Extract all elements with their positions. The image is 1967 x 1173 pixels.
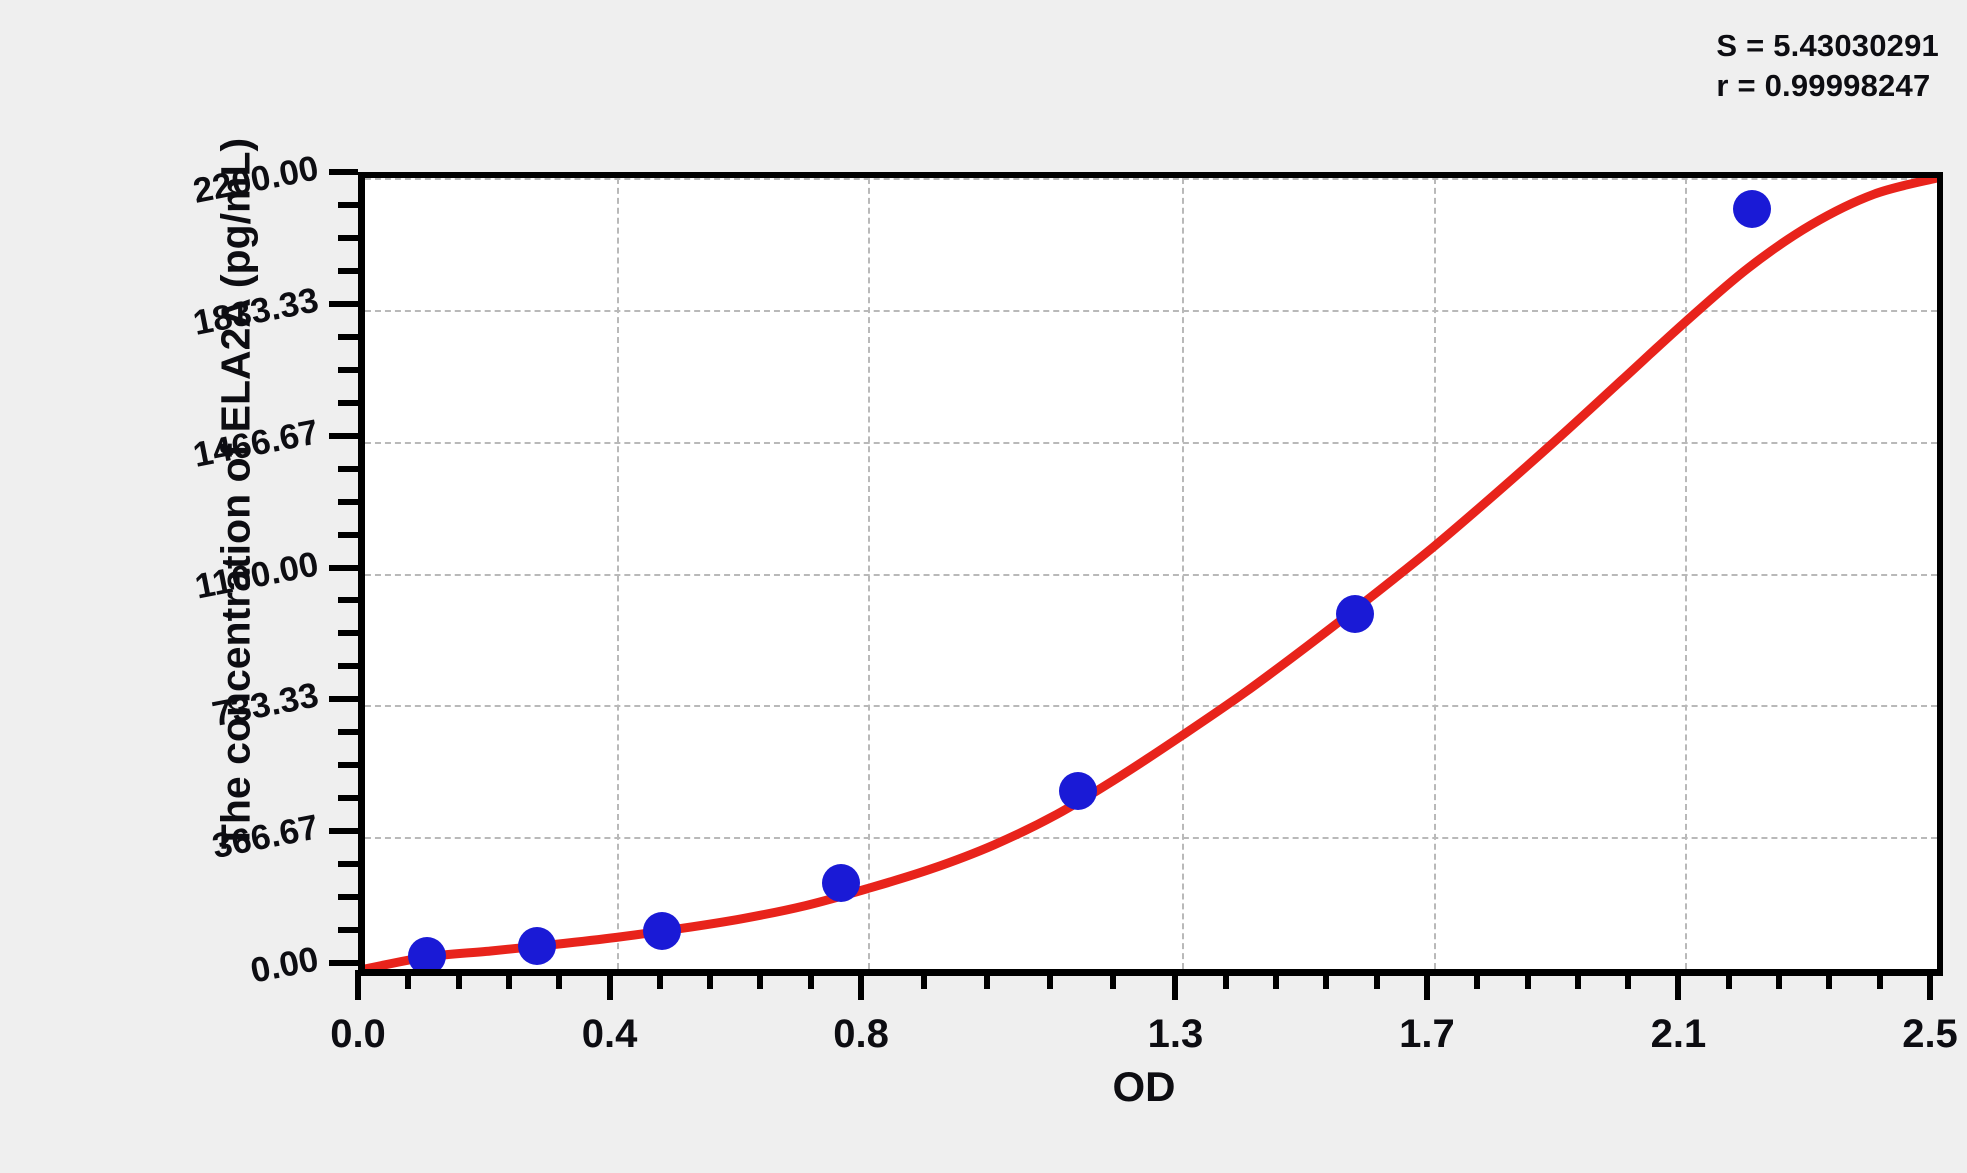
x-tick-major [1423,970,1430,1000]
y-tick-minor [338,795,358,802]
y-tick-major [329,300,358,307]
data-point-marker[interactable] [408,937,447,969]
y-tick-minor [338,498,358,505]
y-tick-label: 2200.00 [189,148,322,211]
x-tick-label: 2.1 [1650,1012,1707,1056]
data-point-marker[interactable] [822,864,860,903]
x-tick-minor [1776,970,1783,989]
data-point-marker[interactable] [1732,190,1771,229]
y-tick-minor [338,729,358,736]
x-tick-minor [405,970,412,989]
y-tick-major [329,828,358,835]
x-tick-minor [707,970,714,989]
x-tick-minor [983,970,990,989]
data-point-marker[interactable] [517,926,556,965]
y-tick-minor [338,663,358,670]
x-tick-label: 2.5 [1902,1012,1958,1056]
x-tick-major [606,970,613,1000]
y-tick-minor [338,366,358,373]
x-tick-label: 0.4 [581,1012,638,1056]
y-tick-minor [338,234,358,241]
x-tick-minor [556,970,563,989]
x-tick-label: 0.0 [330,1012,386,1056]
x-tick-minor [455,970,462,989]
x-tick-minor [1109,970,1116,989]
y-tick-minor [338,267,358,274]
fit-r-value: r = 0.99998247 [1716,68,1931,104]
x-tick-minor [1725,970,1732,989]
y-tick-label: 1833.33 [189,280,322,343]
x-axis-ticks: 0.0 0.4 0.8 1.3 1.7 2.1 2.5 [330,970,1958,1056]
x-tick-major [1927,970,1933,1000]
x-tick-minor [1625,970,1632,989]
x-tick-major [355,970,361,1000]
x-tick-label: 1.7 [1399,1012,1455,1056]
x-tick-minor [1373,970,1380,989]
y-tick-minor [338,465,358,472]
x-tick-major [858,970,865,1000]
y-tick-major [329,432,358,439]
x-tick-minor [1876,970,1883,989]
y-tick-minor [338,597,358,604]
x-tick-minor [1323,970,1330,989]
fit-curve-line [365,178,1937,969]
x-tick-label: 0.8 [833,1012,889,1056]
standard-curve [365,178,1937,969]
x-tick-minor [1273,970,1280,989]
y-tick-minor [338,894,358,901]
fit-s-value: S = 5.43030291 [1716,28,1939,63]
x-tick-minor [505,970,512,989]
y-tick-minor [338,333,358,340]
x-tick-minor [1222,970,1229,989]
y-tick-minor [338,861,358,868]
x-tick-major [1675,970,1682,1000]
y-tick-minor [338,762,358,769]
y-axis-ticks: 0.00 366.67 733.33 1100.00 1466.67 1833.33 220… [190,148,359,991]
y-tick-major [329,564,358,571]
x-tick-minor [757,970,764,989]
y-tick-label: 0.00 [247,939,322,991]
data-point-marker[interactable] [642,911,681,950]
y-tick-minor [338,201,358,208]
x-tick-minor [1474,970,1481,989]
y-tick-major [329,960,358,966]
y-tick-label: 733.33 [209,675,322,735]
x-tick-minor [920,970,927,989]
data-point-marker[interactable] [1059,772,1098,811]
x-tick-minor [656,970,663,989]
x-tick-minor [1826,970,1833,989]
y-tick-minor [338,927,358,934]
y-tick-label: 1100.00 [191,543,322,606]
plot-area [358,172,1943,976]
y-tick-minor [338,399,358,406]
x-tick-label: 1.3 [1147,1012,1204,1056]
x-tick-major [1172,970,1179,1000]
plot-canvas [365,178,1937,969]
y-tick-major [329,696,358,703]
y-tick-label: 366.67 [209,807,322,867]
x-tick-minor [1524,970,1531,989]
y-tick-major [329,169,358,175]
y-tick-minor [338,630,358,637]
fit-statistics: S = 5.43030291 r = 0.99998247 [1716,26,1939,107]
data-point-marker[interactable] [1335,595,1374,634]
y-tick-minor [338,531,358,538]
y-tick-label: 1466.67 [189,412,322,475]
x-axis-title: OD [1112,1063,1176,1110]
x-tick-minor [1046,970,1053,989]
x-tick-minor [807,970,814,989]
x-tick-minor [1574,970,1581,989]
